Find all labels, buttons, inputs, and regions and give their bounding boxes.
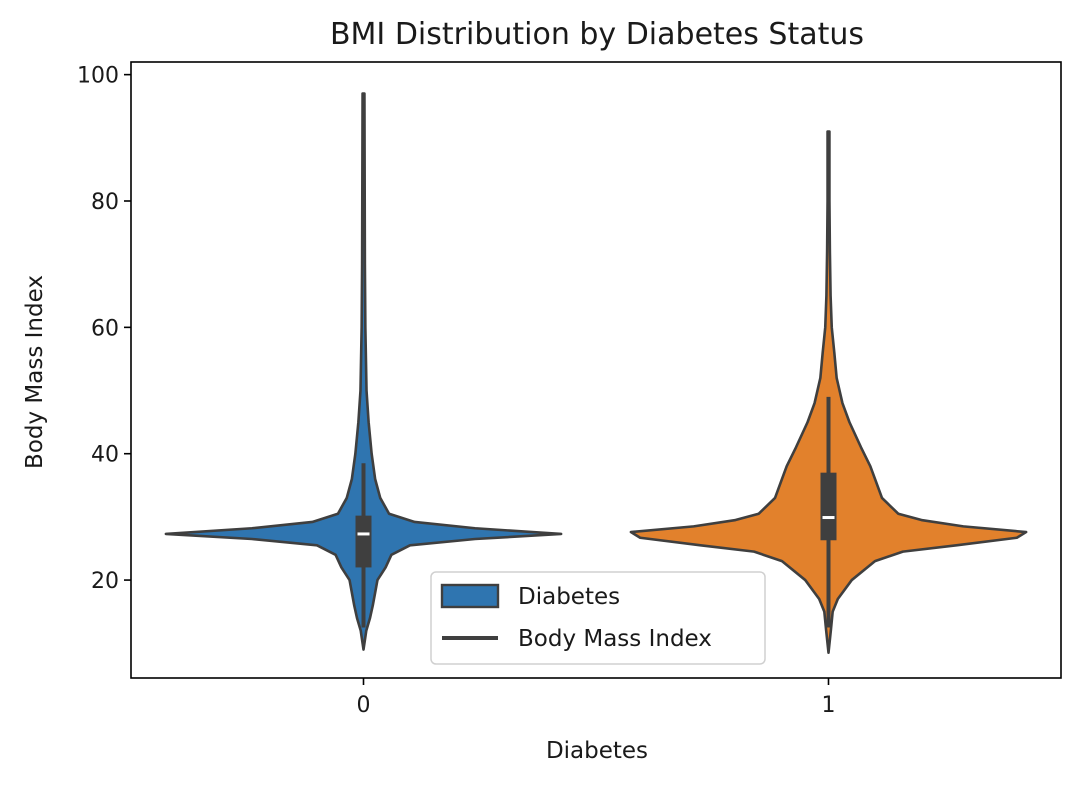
x-tick-label: 0 [357,693,371,718]
y-tick-label: 20 [91,569,119,594]
y-tick-label: 80 [91,190,119,215]
y-axis-label: Body Mass Index [22,275,48,469]
chart-title: BMI Distribution by Diabetes Status [330,17,864,52]
legend: Diabetes Body Mass Index [430,571,766,665]
violin-body-0 [164,92,563,651]
violin-iqr-box-1 [820,472,837,541]
y-tick-label: 100 [77,64,119,89]
legend-label: Diabetes [518,584,620,610]
axes: 20 40 60 80 100 0 1 [77,61,1062,718]
axes-frame [130,61,1062,679]
x-tick-label: 1 [822,693,836,718]
plot-area [164,92,1028,655]
legend-box [430,571,766,665]
x-axis-label: Diabetes [546,738,648,764]
y-tick-label: 60 [91,316,119,341]
legend-label: Body Mass Index [518,626,712,652]
violin-iqr-box-0 [355,515,372,568]
violin-body-1 [629,130,1028,655]
y-tick-label: 40 [91,443,119,468]
legend-swatch-diabetes [440,583,500,609]
